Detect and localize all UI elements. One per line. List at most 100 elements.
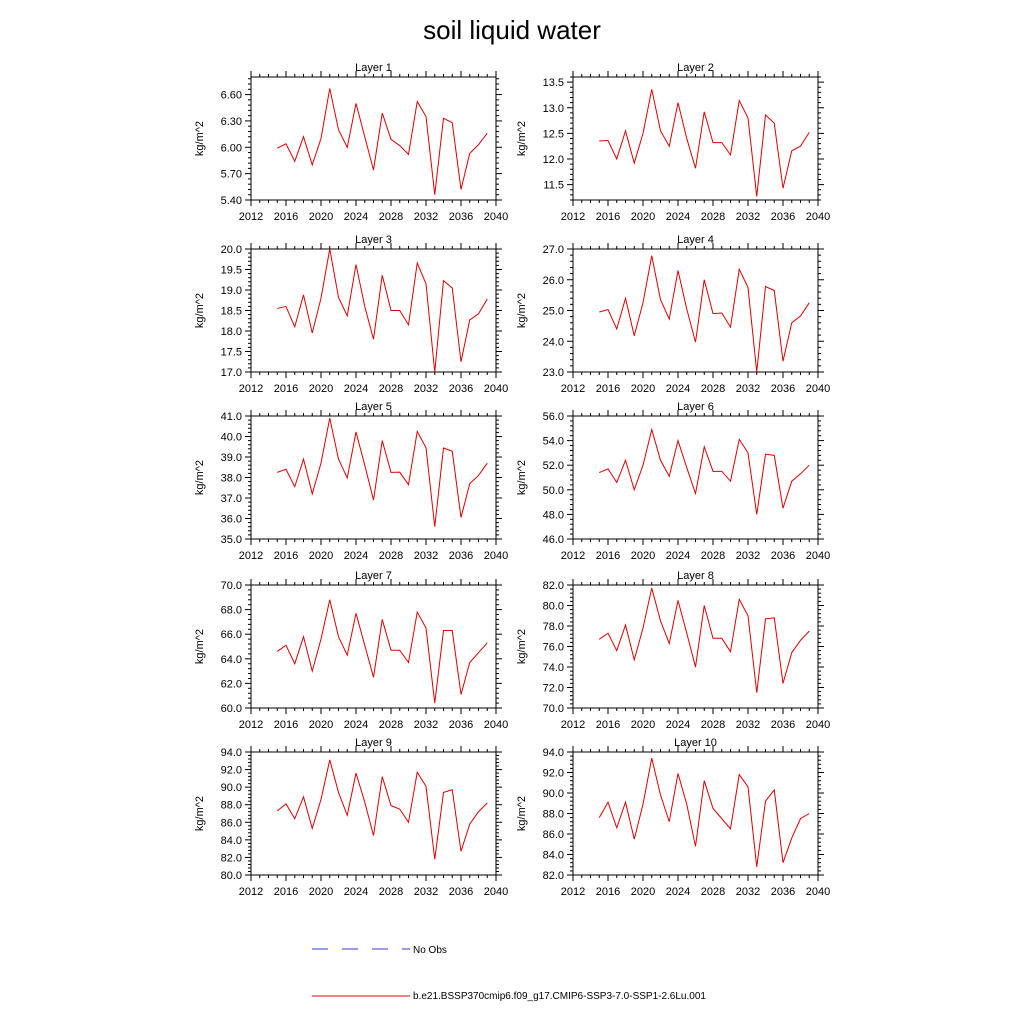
x-tick-label: 2024 [666,886,690,898]
legend: No Obs b.e21.BSSP370cmip6.f09_g17.CMIP6-… [312,945,706,1002]
y-tick-label: 19.0 [221,285,242,297]
y-tick-label: 11.5 [543,180,564,192]
y-tick-label: 92.0 [221,765,242,777]
panel-layer-10: Layer 10 2012 2016 2020 2024 2028 2032 2036 2040… [516,737,830,898]
y-tick-label: 5.70 [221,169,242,181]
y-tick-label: 62.0 [221,678,242,690]
y-tick-label: 35.0 [221,534,242,546]
y-tick-label: 18.5 [221,306,242,318]
x-tick-label: 2036 [771,550,795,562]
x-tick-label: 2032 [414,886,438,898]
x-tick-label: 2032 [414,550,438,562]
series-line-layer-8 [598,587,810,693]
series-line-layer-5 [277,417,488,527]
y-tick-label: 6.30 [221,116,242,128]
x-tick-label: 2020 [309,719,333,731]
y-tick-label: 84.0 [543,850,564,862]
x-tick-label: 2036 [449,719,473,731]
y-tick-label: 12.0 [543,154,564,166]
y-tick-label: 12.5 [543,128,564,140]
plot-frame [250,751,497,876]
panel-layer-6: Layer 6 2012 2016 2020 2024 2028 2032 2036 2040 4… [516,401,830,562]
y-tick-label: 25.0 [543,306,564,318]
x-tick-label: 2036 [449,886,473,898]
y-tick-label: 46.0 [543,534,564,546]
x-tick-label: 2020 [309,550,333,562]
panel-layer-9: Layer 9 2012 2016 2020 2024 2028 2032 2036 2040 8… [194,737,508,898]
series-line-layer-4 [599,255,810,373]
y-tick-label: 54.0 [543,436,564,448]
x-tick-label: 2012 [239,383,263,395]
x-tick-label: 2024 [666,550,690,562]
y-tick-label: 23.0 [543,367,564,379]
x-tick-label: 2020 [631,211,655,223]
y-tick-label: 72.0 [543,683,564,695]
y-tick-label: 82.0 [221,852,242,864]
y-tick-label: 40.0 [221,432,242,444]
x-tick-label: 2016 [274,383,298,395]
y-tick-label: 80.0 [543,601,564,613]
x-tick-label: 2020 [309,886,333,898]
y-tick-label: 37.0 [221,493,242,505]
y-tick-label: 88.0 [221,800,242,812]
y-tick-label: 94.0 [543,747,564,759]
y-tick-label: 26.0 [543,275,564,287]
x-tick-label: 2032 [736,211,760,223]
x-tick-label: 2032 [414,383,438,395]
x-tick-label: 2024 [344,383,368,395]
y-tick-label: 6.60 [221,90,242,102]
x-tick-label: 2016 [274,550,298,562]
x-tick-label: 2012 [561,719,585,731]
x-tick-label: 2032 [414,719,438,731]
x-tick-label: 2024 [344,719,368,731]
y-axis-label: kg/m^2 [516,796,528,831]
y-tick-label: 76.0 [543,642,564,654]
x-tick-label: 2028 [379,383,403,395]
x-tick-label: 2028 [701,719,725,731]
panel-title: Layer 6 [677,401,714,413]
y-tick-label: 80.0 [221,870,242,882]
panel-title: Layer 9 [355,737,392,749]
x-tick-label: 2028 [379,719,403,731]
x-tick-label: 2016 [596,886,620,898]
x-tick-label: 2028 [701,886,725,898]
y-tick-label: 56.0 [543,411,564,423]
x-tick-label: 2028 [701,211,725,223]
y-tick-label: 60.0 [221,703,242,715]
x-tick-label: 2020 [631,886,655,898]
plot-frame [572,76,819,201]
panel-layer-1: Layer 1 2012 2016 2020 2024 2028 2032 2036 2040 5… [194,62,508,223]
y-tick-label: 70.0 [543,703,564,715]
y-tick-label: 38.0 [221,473,242,485]
panel-title: Layer 1 [355,62,392,74]
x-tick-label: 2012 [561,550,585,562]
y-tick-label: 90.0 [221,782,242,794]
x-tick-label: 2012 [561,211,585,223]
y-tick-label: 19.5 [221,265,242,277]
x-tick-label: 2020 [631,550,655,562]
x-tick-label: 2036 [771,886,795,898]
plot-frame [572,248,819,373]
x-tick-label: 2028 [701,550,725,562]
series-line-layer-2 [599,89,810,197]
x-tick-label: 2032 [736,719,760,731]
y-axis-label: kg/m^2 [516,460,528,495]
y-tick-label: 50.0 [543,485,564,497]
x-tick-label: 2028 [379,886,403,898]
y-tick-label: 36.0 [221,514,242,526]
panel-title: Layer 7 [355,570,392,582]
x-tick-label: 2032 [414,211,438,223]
y-axis-label: kg/m^2 [194,293,206,328]
x-tick-label: 2024 [666,383,690,395]
y-tick-label: 41.0 [221,411,242,423]
y-tick-label: 39.0 [221,452,242,464]
x-tick-label: 2040 [484,719,508,731]
series-line-layer-1 [277,88,488,195]
x-tick-label: 2016 [596,719,620,731]
x-tick-label: 2024 [666,211,690,223]
x-tick-label: 2040 [806,211,830,223]
x-tick-label: 2020 [631,383,655,395]
x-tick-label: 2016 [596,550,620,562]
x-tick-label: 2020 [309,383,333,395]
y-tick-label: 52.0 [543,460,564,472]
